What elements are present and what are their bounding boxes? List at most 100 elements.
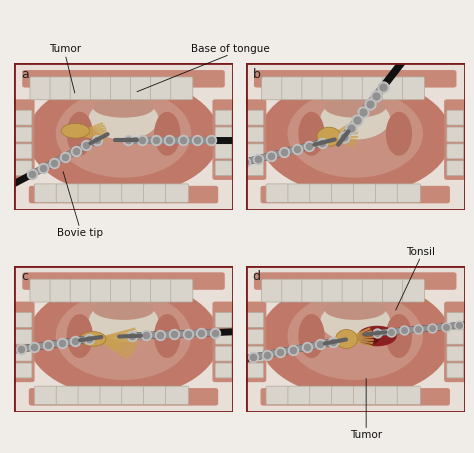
Ellipse shape <box>299 112 325 156</box>
Ellipse shape <box>93 299 154 320</box>
Ellipse shape <box>325 97 386 118</box>
FancyBboxPatch shape <box>288 184 311 202</box>
Text: Tonsil: Tonsil <box>406 246 435 256</box>
FancyBboxPatch shape <box>144 386 167 405</box>
Text: Bovie tip: Bovie tip <box>57 228 103 238</box>
FancyBboxPatch shape <box>332 386 355 405</box>
Ellipse shape <box>89 99 158 140</box>
FancyBboxPatch shape <box>215 329 232 344</box>
FancyBboxPatch shape <box>171 279 193 302</box>
FancyBboxPatch shape <box>447 329 464 344</box>
FancyBboxPatch shape <box>310 386 333 405</box>
FancyBboxPatch shape <box>261 389 449 405</box>
FancyBboxPatch shape <box>23 71 224 87</box>
FancyBboxPatch shape <box>362 77 384 100</box>
FancyBboxPatch shape <box>15 161 32 176</box>
Text: a: a <box>21 68 28 81</box>
FancyBboxPatch shape <box>445 302 467 381</box>
FancyBboxPatch shape <box>322 279 344 302</box>
Text: Base of tongue: Base of tongue <box>191 44 269 54</box>
FancyBboxPatch shape <box>322 77 344 100</box>
FancyBboxPatch shape <box>15 313 32 328</box>
FancyBboxPatch shape <box>213 302 235 381</box>
FancyBboxPatch shape <box>247 110 264 125</box>
Ellipse shape <box>27 280 219 398</box>
FancyBboxPatch shape <box>110 279 132 302</box>
FancyBboxPatch shape <box>122 386 145 405</box>
FancyBboxPatch shape <box>332 184 355 202</box>
FancyBboxPatch shape <box>23 273 224 289</box>
Ellipse shape <box>287 292 423 380</box>
FancyBboxPatch shape <box>215 346 232 361</box>
FancyBboxPatch shape <box>247 346 264 361</box>
FancyBboxPatch shape <box>302 77 324 100</box>
FancyBboxPatch shape <box>282 279 304 302</box>
Ellipse shape <box>80 332 106 346</box>
FancyBboxPatch shape <box>30 77 52 100</box>
Ellipse shape <box>89 301 158 342</box>
Ellipse shape <box>259 78 451 195</box>
Ellipse shape <box>287 90 423 178</box>
FancyBboxPatch shape <box>90 279 112 302</box>
FancyBboxPatch shape <box>447 110 464 125</box>
FancyBboxPatch shape <box>447 127 464 142</box>
FancyBboxPatch shape <box>310 184 333 202</box>
Ellipse shape <box>320 301 390 342</box>
FancyBboxPatch shape <box>215 313 232 328</box>
FancyBboxPatch shape <box>215 110 232 125</box>
FancyBboxPatch shape <box>397 386 420 405</box>
FancyBboxPatch shape <box>354 386 377 405</box>
FancyBboxPatch shape <box>247 329 264 344</box>
FancyBboxPatch shape <box>266 386 289 405</box>
FancyBboxPatch shape <box>171 77 193 100</box>
FancyBboxPatch shape <box>262 77 284 100</box>
FancyBboxPatch shape <box>247 363 264 378</box>
FancyBboxPatch shape <box>383 77 404 100</box>
FancyBboxPatch shape <box>302 279 324 302</box>
Ellipse shape <box>67 112 93 156</box>
FancyBboxPatch shape <box>244 100 265 179</box>
FancyBboxPatch shape <box>447 313 464 328</box>
FancyBboxPatch shape <box>144 184 167 202</box>
FancyBboxPatch shape <box>100 386 123 405</box>
FancyBboxPatch shape <box>447 363 464 378</box>
FancyBboxPatch shape <box>165 184 189 202</box>
FancyBboxPatch shape <box>70 279 92 302</box>
Ellipse shape <box>27 78 219 195</box>
FancyBboxPatch shape <box>375 386 399 405</box>
FancyBboxPatch shape <box>56 184 79 202</box>
FancyBboxPatch shape <box>383 279 404 302</box>
FancyBboxPatch shape <box>130 77 153 100</box>
Ellipse shape <box>61 124 90 138</box>
FancyBboxPatch shape <box>261 187 449 202</box>
Ellipse shape <box>386 314 412 358</box>
FancyBboxPatch shape <box>78 184 101 202</box>
Text: b: b <box>253 68 260 81</box>
FancyBboxPatch shape <box>342 77 364 100</box>
FancyBboxPatch shape <box>402 77 425 100</box>
FancyBboxPatch shape <box>247 161 264 176</box>
Ellipse shape <box>386 112 412 156</box>
FancyBboxPatch shape <box>12 302 34 381</box>
FancyBboxPatch shape <box>70 77 92 100</box>
FancyBboxPatch shape <box>354 184 377 202</box>
FancyBboxPatch shape <box>29 389 218 405</box>
FancyBboxPatch shape <box>215 144 232 159</box>
FancyBboxPatch shape <box>30 279 52 302</box>
Text: Tumor: Tumor <box>49 44 81 54</box>
FancyBboxPatch shape <box>215 127 232 142</box>
FancyBboxPatch shape <box>34 184 57 202</box>
FancyBboxPatch shape <box>165 386 189 405</box>
FancyBboxPatch shape <box>447 144 464 159</box>
Text: Tumor: Tumor <box>350 430 382 440</box>
Ellipse shape <box>317 127 341 146</box>
Ellipse shape <box>56 292 191 380</box>
FancyBboxPatch shape <box>215 161 232 176</box>
Text: d: d <box>253 270 261 283</box>
FancyBboxPatch shape <box>151 77 173 100</box>
FancyBboxPatch shape <box>15 144 32 159</box>
FancyBboxPatch shape <box>247 127 264 142</box>
FancyBboxPatch shape <box>15 110 32 125</box>
Ellipse shape <box>154 314 180 358</box>
FancyBboxPatch shape <box>255 273 456 289</box>
